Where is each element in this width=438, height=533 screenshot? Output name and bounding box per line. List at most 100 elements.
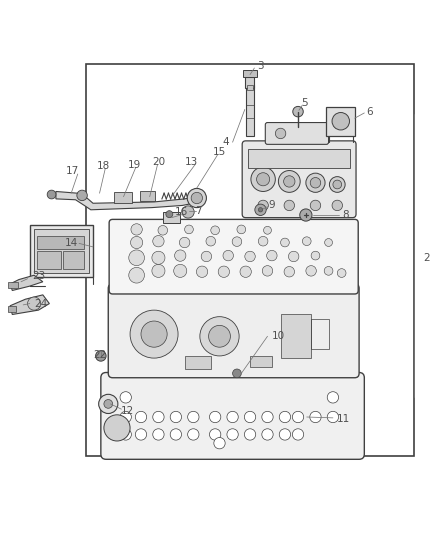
Circle shape — [280, 238, 289, 247]
Circle shape — [278, 171, 300, 192]
Bar — [37, 251, 61, 269]
Circle shape — [120, 429, 131, 440]
Circle shape — [323, 266, 332, 275]
FancyBboxPatch shape — [242, 141, 355, 217]
Polygon shape — [56, 191, 199, 210]
Circle shape — [292, 411, 303, 423]
Circle shape — [77, 190, 87, 200]
Circle shape — [310, 177, 320, 188]
Circle shape — [288, 251, 298, 262]
Bar — [8, 282, 18, 288]
Circle shape — [213, 438, 225, 449]
Text: 5: 5 — [300, 98, 307, 108]
Circle shape — [104, 415, 130, 441]
FancyBboxPatch shape — [109, 220, 357, 294]
Circle shape — [244, 429, 255, 440]
Circle shape — [263, 227, 271, 234]
Circle shape — [135, 411, 146, 423]
Polygon shape — [10, 275, 43, 290]
Bar — [250, 356, 271, 367]
Bar — [184, 356, 210, 369]
Text: 18: 18 — [96, 161, 110, 171]
Circle shape — [336, 269, 345, 277]
Circle shape — [311, 251, 319, 260]
Circle shape — [299, 209, 311, 221]
Bar — [86, 63, 413, 456]
Circle shape — [226, 411, 238, 423]
Circle shape — [141, 321, 167, 347]
Circle shape — [244, 251, 254, 262]
Text: 16: 16 — [174, 207, 187, 217]
Circle shape — [173, 264, 186, 277]
Circle shape — [170, 429, 181, 440]
Text: 6: 6 — [366, 107, 372, 117]
Circle shape — [196, 266, 207, 277]
Circle shape — [99, 394, 117, 414]
Text: 20: 20 — [152, 157, 165, 167]
Circle shape — [130, 310, 178, 358]
Text: 13: 13 — [184, 157, 198, 167]
Circle shape — [331, 112, 349, 130]
Circle shape — [232, 369, 241, 378]
Circle shape — [326, 392, 338, 403]
Bar — [245, 85, 254, 135]
Circle shape — [128, 250, 144, 265]
Circle shape — [261, 265, 272, 276]
Text: 22: 22 — [93, 350, 106, 360]
Text: 15: 15 — [212, 147, 226, 157]
Text: 10: 10 — [271, 332, 284, 341]
Circle shape — [201, 251, 211, 262]
Circle shape — [128, 268, 144, 283]
Bar — [34, 229, 88, 273]
Circle shape — [283, 266, 294, 277]
Polygon shape — [10, 295, 49, 314]
Text: 11: 11 — [336, 414, 350, 424]
Bar — [311, 319, 328, 350]
Circle shape — [279, 411, 290, 423]
Text: 3: 3 — [257, 61, 264, 71]
Circle shape — [184, 225, 193, 234]
Text: 23: 23 — [32, 271, 45, 281]
Circle shape — [240, 266, 251, 277]
Circle shape — [174, 250, 185, 261]
Circle shape — [292, 429, 303, 440]
Bar — [280, 314, 311, 358]
Circle shape — [223, 251, 233, 261]
Circle shape — [182, 206, 194, 218]
Circle shape — [331, 200, 342, 211]
Circle shape — [166, 211, 173, 217]
Bar — [30, 225, 93, 277]
Circle shape — [244, 411, 255, 423]
Circle shape — [130, 237, 142, 248]
Text: 14: 14 — [64, 238, 78, 247]
Circle shape — [326, 411, 338, 423]
Circle shape — [205, 237, 215, 246]
Text: 17: 17 — [65, 166, 78, 176]
Bar — [325, 107, 354, 135]
Circle shape — [199, 317, 239, 356]
Bar — [63, 251, 84, 269]
Circle shape — [305, 173, 324, 192]
Circle shape — [310, 200, 320, 211]
Circle shape — [209, 429, 220, 440]
Text: 9: 9 — [268, 200, 275, 211]
Text: 4: 4 — [222, 137, 229, 147]
Circle shape — [187, 429, 198, 440]
Circle shape — [283, 200, 294, 211]
Circle shape — [187, 411, 198, 423]
Circle shape — [251, 167, 275, 191]
Circle shape — [208, 325, 230, 347]
FancyBboxPatch shape — [108, 284, 358, 378]
Circle shape — [120, 392, 131, 403]
Circle shape — [152, 411, 164, 423]
Bar — [246, 85, 252, 90]
Circle shape — [131, 224, 142, 235]
Circle shape — [292, 107, 303, 117]
Bar — [114, 192, 132, 203]
FancyBboxPatch shape — [101, 373, 364, 459]
Circle shape — [275, 128, 285, 139]
Circle shape — [302, 237, 311, 246]
Circle shape — [187, 189, 206, 208]
Circle shape — [95, 351, 106, 361]
FancyBboxPatch shape — [265, 123, 328, 144]
